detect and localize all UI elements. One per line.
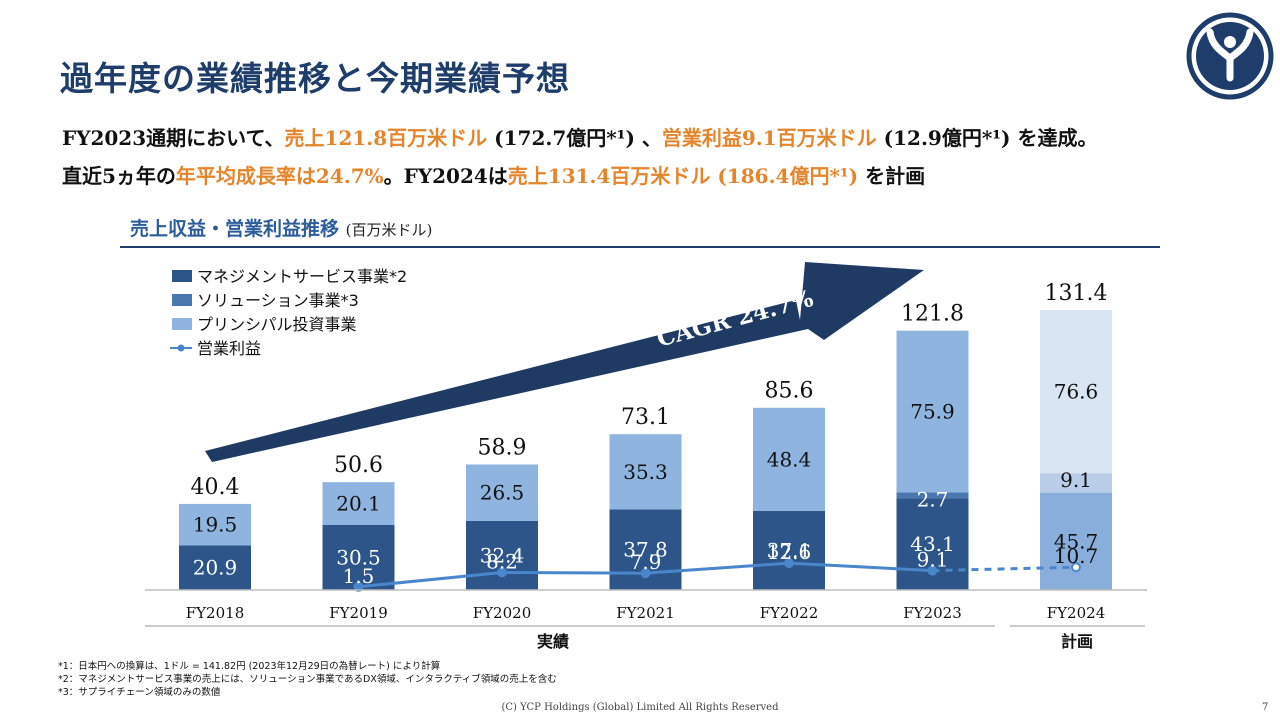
operating-profit-point: [784, 558, 794, 569]
data-label: 48.4: [767, 447, 812, 471]
x-tick-label: FY2024: [1047, 604, 1105, 622]
cagr-arrow: [205, 262, 924, 462]
x-tick-label: FY2021: [616, 604, 674, 622]
data-label: 76.6: [1054, 380, 1099, 404]
summary-text: 。FY2024は: [383, 164, 508, 188]
data-label: 9.1: [1060, 468, 1092, 492]
page-number: 7: [1262, 702, 1269, 713]
data-label: 20.1: [336, 492, 381, 516]
summary-line-2: 直近5ヵ年の年平均成長率は24.7%。FY2024は売上131.4百万米ドル (…: [62, 160, 925, 189]
bar-principal: [1040, 310, 1112, 474]
bar-principal: [179, 503, 251, 546]
legend-swatch: [172, 294, 192, 306]
page-title: 過年度の業績推移と今期業績予想: [60, 59, 570, 98]
footnote: *2：マネジメントサービス事業の売上には、ソリューション事業であるDX領域、イン…: [58, 674, 557, 685]
bar-principal: [322, 482, 395, 526]
bar-management: [322, 525, 395, 590]
bar-management: [753, 510, 825, 590]
bar-solution: [1040, 473, 1112, 493]
operating-profit-line: [501, 571, 646, 575]
legend-label: プリンシパル投資事業: [197, 315, 357, 334]
operating-profit-point: [927, 565, 938, 576]
operating-profit-line: [932, 565, 1077, 573]
bar-principal: [896, 330, 969, 493]
data-label: 32.4: [480, 543, 525, 567]
total-label: 40.4: [191, 475, 240, 500]
legend-label: ソリューション事業*3: [197, 291, 359, 310]
data-label: 19.5: [193, 513, 238, 537]
operating-profit-label: 10.7: [1054, 544, 1099, 568]
bar-principal: [609, 434, 682, 510]
bar-solution: [896, 492, 969, 499]
bar-principal: [753, 407, 825, 511]
data-label: 43.1: [910, 532, 955, 556]
operating-profit-point: [353, 581, 364, 592]
data-label: 37.8: [623, 538, 668, 562]
operating-profit-label: 1.5: [343, 564, 375, 588]
chart-unit: (百万米ドル): [345, 221, 433, 239]
summary-text: を計画: [858, 164, 926, 188]
total-label: 73.1: [621, 405, 670, 430]
bar-principal: [466, 464, 538, 521]
summary-line-1: FY2023通期において、売上121.8百万米ドル (172.7億円*¹) 、営…: [62, 122, 1097, 151]
total-label: 50.6: [334, 453, 383, 478]
total-label: 58.9: [478, 435, 527, 460]
chart-title-text: 売上収益・営業利益推移: [130, 218, 340, 240]
legend-label: マネジメントサービス事業*2: [197, 267, 407, 286]
summary-highlight: 売上121.8百万米ドル: [284, 126, 488, 150]
bar-management: [179, 545, 251, 590]
operating-profit-line: [788, 561, 933, 573]
operating-profit-line: [358, 571, 503, 589]
summary-highlight: 売上131.4百万米ドル (186.4億円*¹): [507, 164, 859, 188]
footnotes: *1：日本円への換算は、1ドル = 141.82円 (2023年12月29日の為…: [58, 660, 557, 699]
data-label: 26.5: [480, 481, 525, 505]
legend-swatch-dot: [177, 344, 185, 352]
footnote: *1：日本円への換算は、1ドル = 141.82円 (2023年12月29日の為…: [58, 661, 441, 672]
x-tick-label: FY2023: [903, 604, 961, 622]
x-tick-label: FY2019: [329, 604, 387, 622]
summary-highlight: 営業利益9.1百万米ドル: [661, 126, 877, 150]
chart-title: 売上収益・営業利益推移 (百万米ドル): [130, 214, 432, 241]
operating-profit-label: 8.2: [486, 550, 518, 574]
bar-management: [466, 520, 538, 590]
total-label: 121.8: [901, 301, 964, 326]
legend-swatch: [172, 318, 192, 330]
operating-profit-point: [497, 567, 507, 578]
footnote: *3：サプライチェーン領域のみの数値: [58, 687, 221, 698]
data-label: 45.7: [1054, 529, 1099, 553]
operating-profit-line: [645, 561, 790, 575]
bar-management: [1040, 492, 1112, 590]
x-tick-label: FY2022: [760, 604, 818, 622]
data-label: 35.3: [623, 460, 668, 484]
summary-text: FY2023通期において、: [62, 126, 285, 150]
summary-highlight: 年平均成長率は24.7%: [175, 164, 384, 188]
data-label: 30.5: [336, 546, 381, 570]
legend-swatch: [172, 270, 192, 282]
summary-text: 直近5ヵ年の: [62, 164, 176, 188]
data-label: 75.9: [910, 400, 955, 424]
summary-text: (172.7億円*¹) 、: [487, 126, 662, 150]
group-label-plan: 計画: [1061, 632, 1093, 651]
x-tick-label: FY2020: [473, 604, 531, 622]
legend-label: 営業利益: [197, 339, 261, 358]
company-logo: [1186, 12, 1274, 100]
total-label: 85.6: [765, 379, 814, 404]
chart-title-rule: [120, 246, 1160, 248]
operating-profit-point: [640, 568, 651, 579]
operating-profit-label: 9.1: [917, 548, 949, 572]
data-label: 2.7: [917, 487, 949, 511]
summary-text: (12.9億円*¹) を達成。: [876, 126, 1098, 150]
operating-profit-point: [1071, 562, 1081, 573]
operating-profit-label: 12.6: [767, 540, 812, 564]
operating-profit-label: 7.9: [630, 550, 662, 574]
group-label-actual: 実績: [537, 632, 569, 651]
total-label: 131.4: [1045, 281, 1108, 306]
x-tick-label: FY2018: [186, 604, 244, 622]
data-label: 20.9: [193, 556, 238, 580]
copyright-footer: (C) YCP Holdings (Global) Limited All Ri…: [501, 702, 779, 713]
